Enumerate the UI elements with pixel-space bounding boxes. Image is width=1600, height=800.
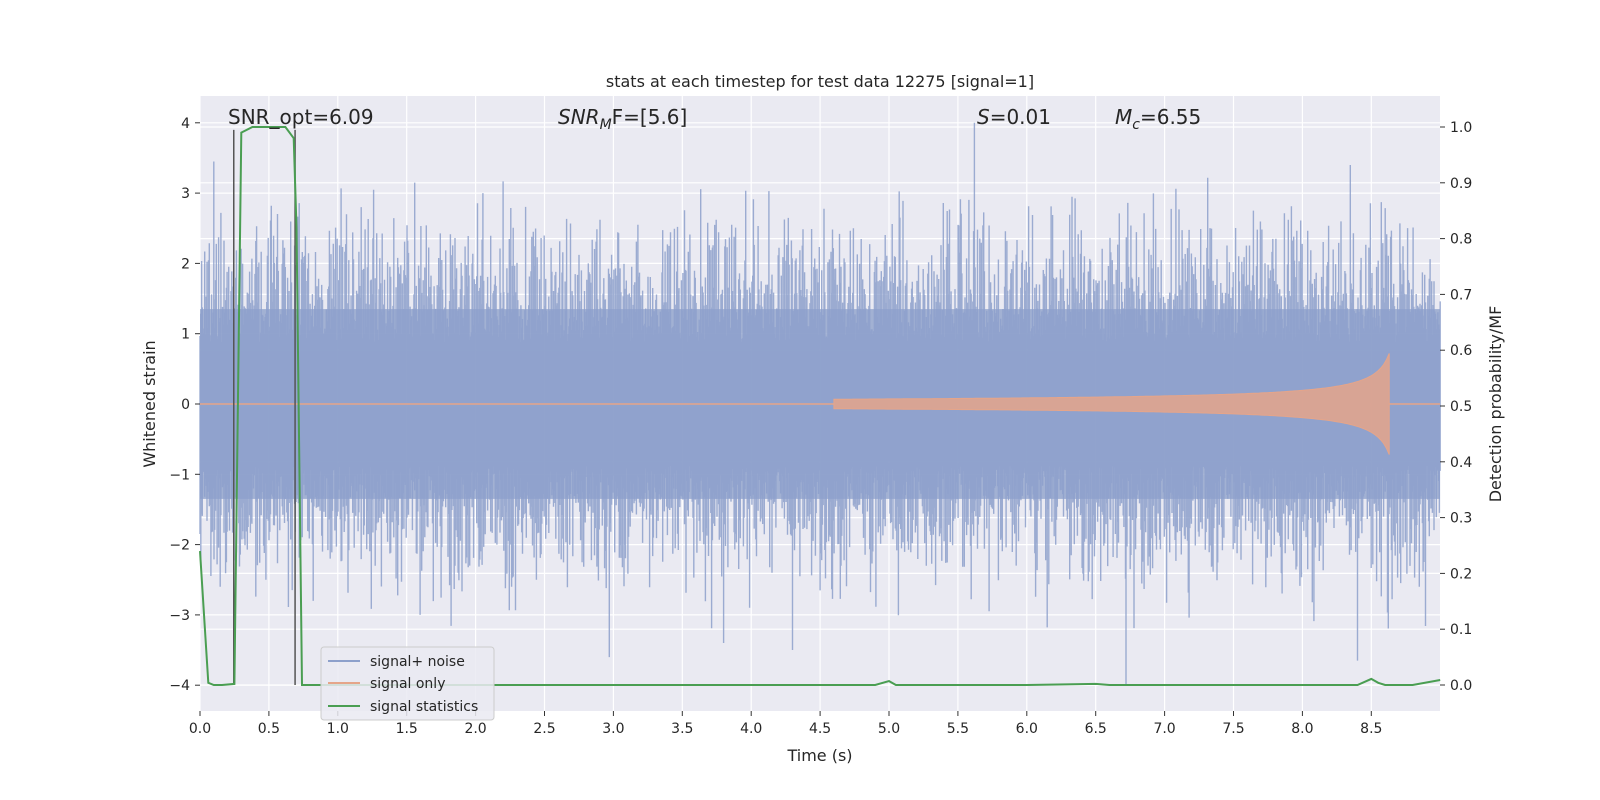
x-tick-label: 5.0 [878, 721, 900, 737]
annotation-mc: Mc=6.55 [1115, 105, 1201, 133]
y-tick-label-left: −2 [169, 538, 190, 554]
y-tick-label-right: 1.0 [1450, 120, 1472, 136]
annotation-snr-mf-rest: F=[5.6] [612, 105, 688, 129]
annotation-snr-mf-sub: M [600, 117, 612, 133]
x-tick-label: 0.0 [189, 721, 211, 737]
annotation-mc-rest: =6.55 [1140, 105, 1201, 129]
y-tick-label-left: 0 [181, 397, 190, 413]
x-tick-label: 6.5 [1085, 721, 1107, 737]
y-axis-label-left: Whitened strain [140, 340, 159, 467]
x-tick-label: 4.5 [809, 721, 831, 737]
y-tick-label-right: 0.3 [1450, 511, 1472, 527]
x-tick-label: 6.0 [1016, 721, 1038, 737]
signal-statistics-line [199, 126, 1441, 686]
annotation-mc-name: M [1115, 105, 1132, 129]
y-tick-label-left: 1 [181, 327, 190, 343]
y-tick-label-left: −3 [169, 608, 190, 624]
chart-title: stats at each timestep for test data 122… [606, 72, 1034, 91]
signal-statistics-series [199, 126, 1441, 686]
annotation-snr-opt: SNR_opt=6.09 [228, 105, 374, 129]
axis-ticks: 0.0 0.5 1.0 1.5 2.0 2.5 3.0 3.5 4.0 4.5 5.0 5.5 6.0 6… [169, 116, 1472, 737]
x-tick-label: 2.0 [464, 721, 486, 737]
y-tick-label-right: 0.8 [1450, 232, 1472, 248]
y-tick-label-right: 0.0 [1450, 678, 1472, 694]
x-tick-label: 5.5 [947, 721, 969, 737]
y-tick-label-left: 4 [181, 116, 190, 132]
x-tick-label: 8.5 [1360, 721, 1382, 737]
legend-label-signal-only: signal only [370, 676, 445, 692]
x-tick-label: 7.0 [1153, 721, 1175, 737]
annotation-snr-mf-name: SNR [558, 105, 600, 129]
x-tick-label: 4.0 [740, 721, 762, 737]
signal-only-chirp [833, 353, 1390, 455]
x-tick-label: 3.5 [671, 721, 693, 737]
y-tick-label-right: 0.7 [1450, 287, 1472, 303]
x-tick-label: 7.5 [1222, 721, 1244, 737]
legend-label-signal-noise: signal+ noise [370, 654, 465, 670]
y-tick-label-right: 0.1 [1450, 622, 1472, 638]
y-axis-label-right: Detection probability/MF [1486, 306, 1505, 503]
annotation-s-rest: =0.01 [990, 105, 1051, 129]
annotation-s-name: S [977, 105, 990, 129]
x-tick-label: 2.5 [533, 721, 555, 737]
annotation-mc-sub: c [1132, 117, 1140, 133]
annotation-s: S=0.01 [977, 105, 1051, 129]
y-tick-label-right: 0.2 [1450, 566, 1472, 582]
vertical-markers [233, 129, 296, 685]
annotation-snr-mf: SNRMF=[5.6] [558, 105, 687, 133]
y-tick-label-right: 0.4 [1450, 455, 1472, 471]
x-tick-label: 1.0 [327, 721, 349, 737]
x-tick-label: 1.5 [396, 721, 418, 737]
y-tick-label-left: −4 [169, 678, 190, 694]
y-tick-label-right: 0.6 [1450, 343, 1472, 359]
legend-label-signal-statistics: signal statistics [370, 699, 478, 715]
x-tick-label: 3.0 [602, 721, 624, 737]
x-tick-label: 8.0 [1291, 721, 1313, 737]
y-tick-label-left: −1 [169, 467, 190, 483]
legend-box [320, 646, 495, 721]
x-tick-label: 0.5 [258, 721, 280, 737]
y-tick-label-left: 3 [181, 186, 190, 202]
y-tick-label-left: 2 [181, 256, 190, 272]
legend: signal+ noise signal only signal statist… [320, 646, 495, 721]
y-tick-label-right: 0.9 [1450, 176, 1472, 192]
signal-only-series [200, 353, 1440, 455]
x-axis-label: Time (s) [786, 746, 852, 765]
y-tick-label-right: 0.5 [1450, 399, 1472, 415]
